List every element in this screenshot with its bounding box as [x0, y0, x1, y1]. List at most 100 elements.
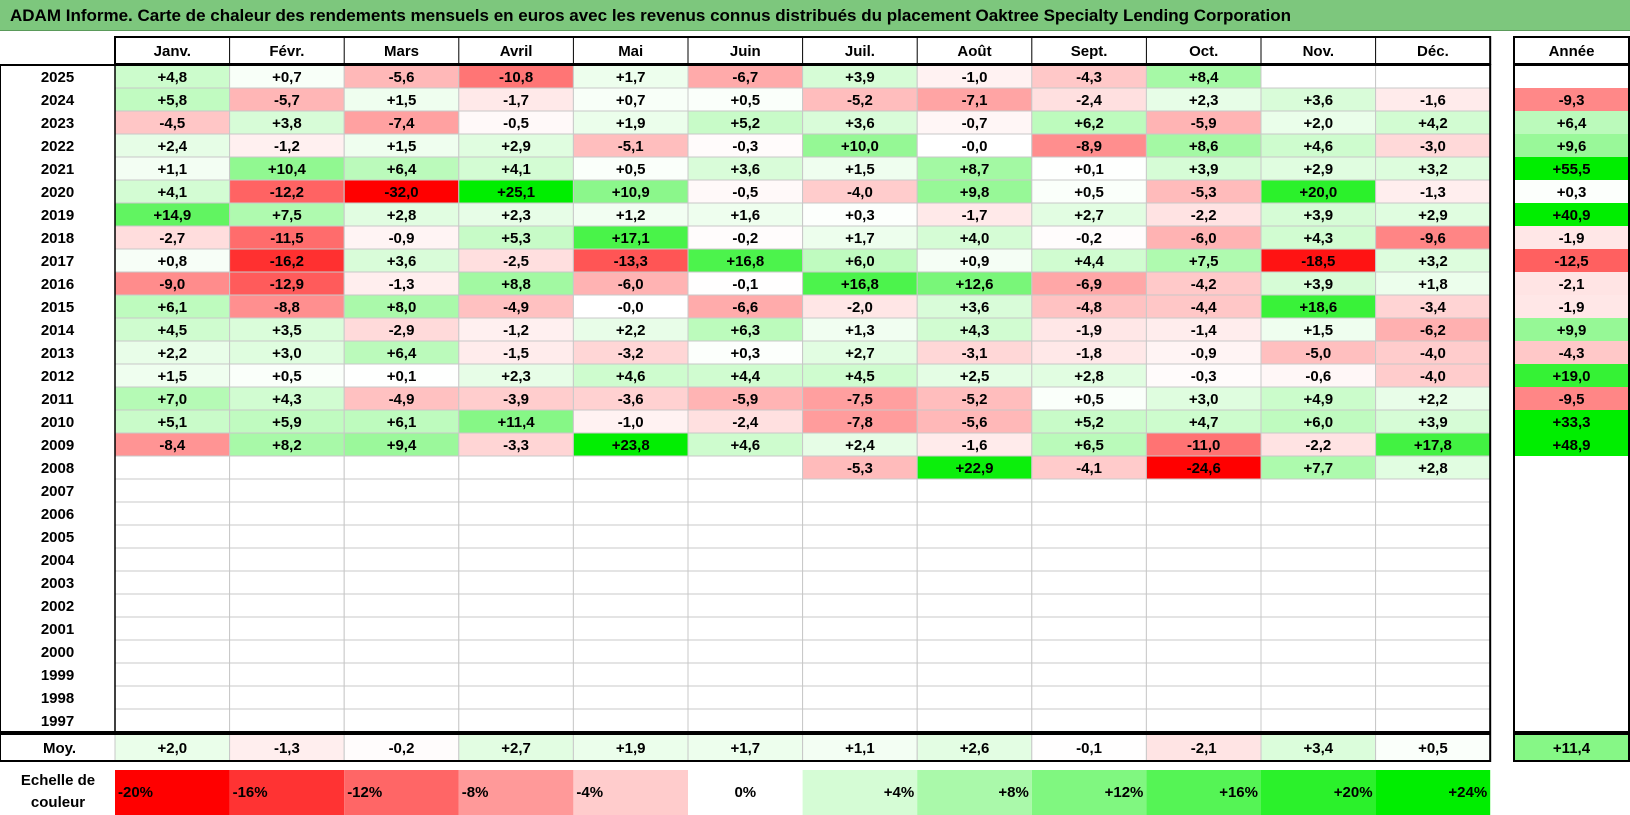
cell-value: -12,2 — [270, 184, 304, 201]
cell-value: +2,7 — [845, 345, 875, 362]
year-label-2003: 2003 — [41, 575, 74, 592]
cell-value: +1,7 — [616, 69, 646, 86]
cell-value: +20,0 — [1299, 184, 1337, 201]
average-value: +3,4 — [1303, 740, 1333, 757]
cell-value: -12,9 — [270, 276, 304, 293]
scale-swatch — [802, 770, 918, 815]
annual-value: +9,6 — [1557, 138, 1587, 155]
cell-value: +2,0 — [1303, 115, 1333, 132]
average-cell — [1260, 733, 1377, 762]
year-label-2012: 2012 — [41, 368, 74, 385]
cell-value: -0,9 — [389, 230, 415, 247]
cell-value: -6,6 — [732, 299, 758, 316]
heatmap-cell — [916, 524, 1033, 549]
year-label-2015: 2015 — [41, 299, 74, 316]
annual-cell — [1514, 663, 1629, 686]
annual-cell — [1514, 433, 1629, 456]
cell-value: +4,3 — [272, 391, 302, 408]
cell-value: -4,9 — [503, 299, 529, 316]
cell-value: -13,3 — [614, 253, 648, 270]
year-label-2013: 2013 — [41, 345, 74, 362]
heatmap-cell — [1031, 547, 1147, 572]
cell-value: -6,2 — [1420, 322, 1446, 339]
heatmap-cell — [572, 616, 689, 641]
heatmap-cell — [343, 570, 460, 595]
heatmap-cell — [687, 455, 804, 480]
cell-value: +3,9 — [1189, 161, 1219, 178]
year-label-2000: 2000 — [41, 644, 74, 661]
annual-cell — [1514, 640, 1629, 663]
month-header-7: Juil. — [845, 43, 875, 60]
heatmap-cell — [1260, 547, 1377, 572]
cell-value: +0,3 — [730, 345, 760, 362]
annual-header-cell — [1513, 36, 1630, 65]
annual-value: -2,1 — [1559, 276, 1585, 293]
heatmap-cell — [114, 524, 231, 549]
year-label-2014: 2014 — [41, 322, 75, 339]
cell-value: +4,3 — [1303, 230, 1333, 247]
cell-value: +23,8 — [612, 437, 650, 454]
annual-cell — [1514, 364, 1629, 387]
cell-value: -4,0 — [1420, 345, 1446, 362]
scale-label: +4% — [884, 784, 914, 801]
heatmap-cell — [458, 524, 574, 549]
cell-value: +14,9 — [153, 207, 191, 224]
cell-value: -1,2 — [274, 138, 300, 155]
scale-swatch — [1375, 770, 1491, 815]
cell-value: +7,0 — [157, 391, 187, 408]
average-value: +1,7 — [730, 740, 760, 757]
cell-value: +0,1 — [387, 368, 417, 385]
average-row-label: Moy. — [43, 740, 76, 757]
cell-value: -24,6 — [1187, 460, 1221, 477]
heatmap-cell — [802, 524, 918, 549]
heatmap-cell — [802, 570, 918, 595]
cell-value: +0,5 — [1074, 184, 1104, 201]
annual-value: -9,5 — [1559, 391, 1585, 408]
cell-value: -4,2 — [1191, 276, 1217, 293]
heatmap-cell — [229, 708, 345, 733]
cell-value: +5,1 — [157, 414, 187, 431]
cell-value: -6,0 — [618, 276, 644, 293]
scale-label: -12% — [347, 784, 382, 801]
cell-value: -2,7 — [159, 230, 185, 247]
month-header-11: Nov. — [1303, 43, 1334, 60]
heatmap-cell — [687, 593, 804, 618]
annual-cell — [1514, 318, 1629, 341]
cell-value: -7,4 — [389, 115, 416, 132]
heatmap-cell — [802, 616, 918, 641]
month-header-8: Août — [957, 43, 991, 60]
cell-value: -0,1 — [732, 276, 758, 293]
cell-value: -3,4 — [1420, 299, 1447, 316]
cell-value: +6,2 — [1074, 115, 1104, 132]
heatmap-cell — [114, 570, 231, 595]
heatmap-cell — [687, 708, 804, 733]
scale-label: +12% — [1105, 784, 1144, 801]
heatmap-cell — [802, 685, 918, 710]
heatmap-cell — [1031, 639, 1147, 664]
month-header-6: Juin — [730, 43, 761, 60]
annual-cell — [1514, 456, 1629, 479]
cell-value: +3,6 — [960, 299, 990, 316]
heatmap-cell — [1260, 685, 1377, 710]
cell-value: +1,1 — [157, 161, 187, 178]
month-header-3: Mars — [384, 43, 419, 60]
cell-value: +3,0 — [272, 345, 302, 362]
year-label-2019: 2019 — [41, 207, 74, 224]
year-label-2006: 2006 — [41, 506, 74, 523]
cell-value: -0,0 — [618, 299, 644, 316]
cell-value: +3,9 — [1303, 207, 1333, 224]
cell-value: -0,2 — [1076, 230, 1102, 247]
heatmap-cell — [1031, 685, 1147, 710]
annual-cell — [1514, 617, 1629, 640]
cell-value: +11,4 — [498, 414, 536, 431]
cell-value: +0,5 — [1074, 391, 1104, 408]
cell-value: -1,3 — [389, 276, 415, 293]
title-bar: ADAM Informe. Carte de chaleur des rende… — [0, 0, 1630, 31]
cell-value: +9,4 — [387, 437, 417, 454]
cell-value: -1,0 — [618, 414, 644, 431]
average-row-border — [0, 733, 1492, 762]
heatmap-cell — [1031, 501, 1147, 526]
heatmap-cell — [802, 639, 918, 664]
cell-value: +2,3 — [501, 368, 531, 385]
heatmap-cell — [802, 708, 918, 733]
